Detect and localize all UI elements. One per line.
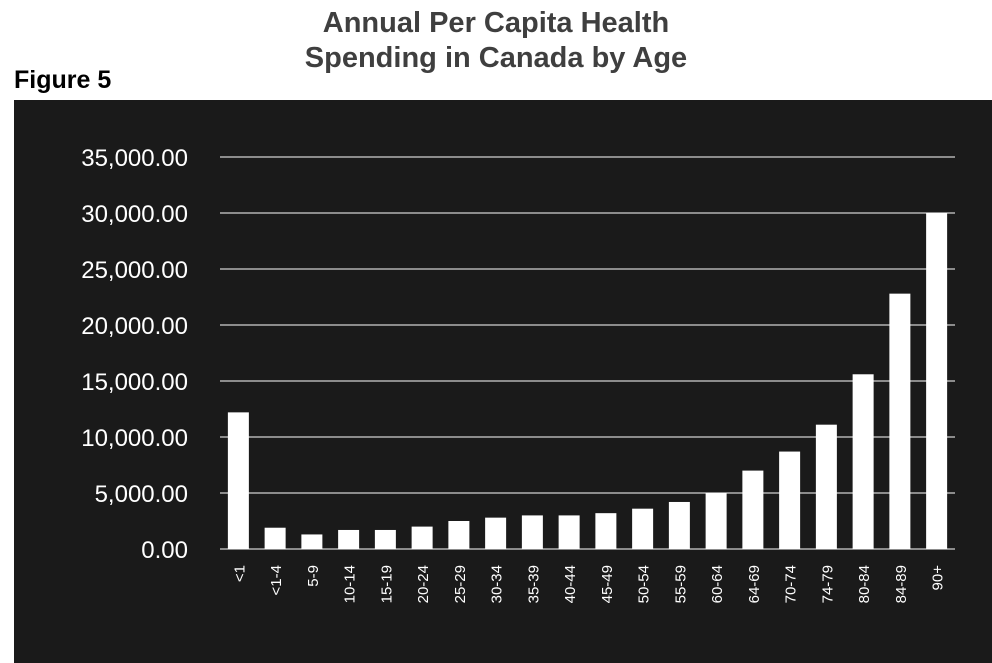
y-tick-label: 5,000.00 [95, 481, 188, 508]
x-tick-label: <1-4 [268, 565, 285, 595]
x-tick-label: 50-54 [636, 565, 653, 603]
x-tick-label: 45-49 [599, 565, 616, 603]
x-tick-label: 15-19 [378, 565, 395, 603]
bar-55-59 [668, 501, 690, 549]
bar-5-9 [301, 534, 323, 549]
x-tick-label: 60-64 [709, 565, 726, 603]
x-tick-label: 30-34 [489, 565, 506, 603]
x-tick-label: 84-89 [893, 565, 910, 603]
bar-84-89 [889, 293, 911, 549]
x-tick-label: 5-9 [305, 565, 322, 587]
x-tick-label: 10-14 [342, 565, 359, 603]
bar-70-74 [779, 451, 801, 549]
x-tick-label: 25-29 [452, 565, 469, 603]
x-tick-label: 80-84 [856, 565, 873, 603]
figure-label: Figure 5 [14, 66, 112, 94]
chart-title-line-1: Annual Per Capita Health [322, 7, 670, 39]
bar-20-24 [411, 526, 433, 549]
chart-title: Annual Per Capita Health Spending in Can… [200, 6, 792, 76]
y-tick-label: 0.00 [141, 537, 188, 564]
bar-<1-4 [264, 527, 286, 549]
bar-<1 [227, 412, 249, 549]
x-tick-label: 90+ [930, 565, 947, 591]
y-tick-label: 30,000.00 [81, 201, 188, 228]
x-tick-label: 40-44 [562, 565, 579, 603]
x-tick-label: 64-69 [746, 565, 763, 603]
bar-50-54 [632, 508, 654, 549]
bar-30-34 [485, 517, 507, 549]
bar-60-64 [705, 493, 727, 549]
bar-90+ [926, 213, 948, 549]
bar-80-84 [852, 374, 874, 549]
y-tick-label: 10,000.00 [81, 425, 188, 452]
x-tick-label: 70-74 [783, 565, 800, 603]
chart-title-line-2: Spending in Canada by Age [304, 42, 688, 74]
x-tick-label: 55-59 [672, 565, 689, 603]
bar-45-49 [595, 513, 617, 549]
y-tick-label: 25,000.00 [81, 257, 188, 284]
bar-35-39 [521, 515, 543, 549]
bar-15-19 [374, 529, 396, 549]
bar-10-14 [338, 529, 360, 549]
bar-64-69 [742, 470, 764, 549]
bar-40-44 [558, 515, 580, 549]
bar-74-79 [815, 424, 837, 549]
x-tick-label: 20-24 [415, 565, 432, 603]
y-tick-label: 15,000.00 [81, 369, 188, 396]
x-tick-label: <1 [231, 565, 248, 582]
bar-25-29 [448, 521, 470, 549]
y-tick-label: 20,000.00 [81, 313, 188, 340]
x-tick-label: 35-39 [525, 565, 542, 603]
y-tick-label: 35,000.00 [81, 145, 188, 172]
x-tick-label: 74-79 [819, 565, 836, 603]
